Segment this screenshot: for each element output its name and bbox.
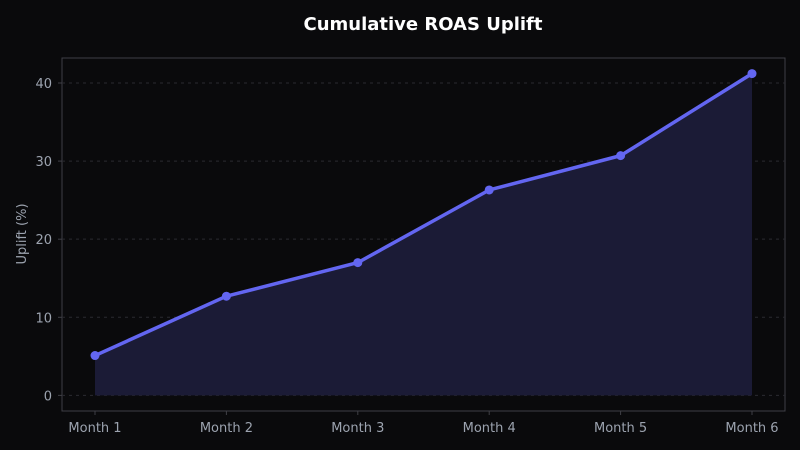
data-point <box>221 291 231 301</box>
y-tick-label: 40 <box>35 77 52 92</box>
data-point <box>616 151 626 161</box>
series-line-layer <box>93 71 754 358</box>
data-point <box>747 69 757 79</box>
x-tick-label: Month 6 <box>725 421 778 436</box>
data-point <box>484 185 494 195</box>
data-point <box>353 258 363 268</box>
series-line <box>93 71 754 358</box>
y-tick-label: 30 <box>35 155 52 170</box>
chart-title: Cumulative ROAS Uplift <box>303 14 542 35</box>
y-tick-label: 0 <box>44 389 52 404</box>
x-tick-label: Month 2 <box>200 421 253 436</box>
y-tick-label: 20 <box>35 233 52 248</box>
series-area-fill <box>95 73 752 396</box>
x-tick-label: Month 4 <box>463 421 516 436</box>
x-tick-label: Month 3 <box>331 421 384 436</box>
area-fill-layer <box>95 73 752 396</box>
plot-frame <box>61 57 786 412</box>
x-tick-label: Month 5 <box>594 421 647 436</box>
x-tick-label: Month 1 <box>68 421 121 436</box>
x-axis-ticks: Month 1 Month 2 Month 3 Month 4 Month 5 Month… <box>68 411 779 436</box>
data-points <box>90 69 757 361</box>
y-axis-ticks: 0 10 20 30 40 <box>35 77 62 404</box>
y-tick-label: 10 <box>35 311 52 326</box>
y-axis-label: Uplift (%) <box>15 203 30 264</box>
data-point <box>90 351 100 361</box>
